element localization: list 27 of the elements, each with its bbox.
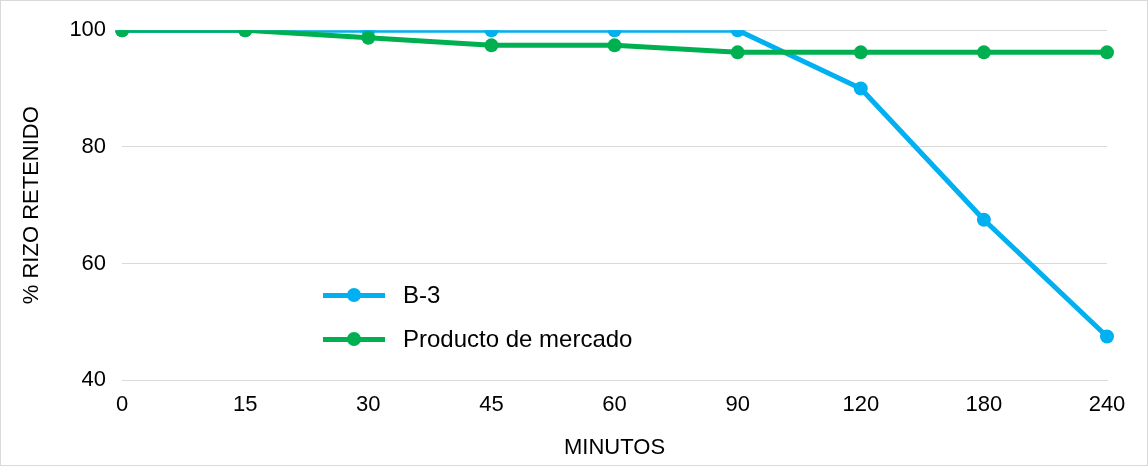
point — [607, 38, 622, 53]
legend-label: Producto de mercado — [403, 325, 633, 353]
y-tick-label: 100 — [69, 16, 107, 42]
y-tick-label: 80 — [81, 132, 107, 158]
x-tick-label: 120 — [842, 391, 880, 417]
x-tick-label: 60 — [602, 391, 627, 417]
x-tick-label: 180 — [965, 391, 1003, 417]
x-tick-label: 15 — [232, 391, 258, 417]
x-tick-label: 240 — [1088, 391, 1126, 417]
y-axis-title: % RIZO RETENIDO — [18, 106, 44, 305]
x-tick-label: 0 — [115, 391, 129, 417]
point — [976, 45, 991, 60]
legend-label: B-3 — [403, 281, 441, 309]
point — [853, 45, 868, 60]
point — [730, 45, 745, 60]
point — [976, 212, 991, 227]
point — [1100, 329, 1114, 344]
point — [1100, 45, 1114, 60]
point — [361, 30, 376, 45]
x-tick-label: 45 — [479, 391, 504, 417]
x-tick-label: 30 — [356, 391, 381, 417]
y-tick-label: 60 — [81, 249, 107, 275]
point — [853, 81, 868, 96]
y-tick-label: 40 — [81, 366, 107, 392]
x-axis-title: MINUTOS — [564, 433, 666, 459]
point — [484, 38, 499, 53]
x-tick-label: 90 — [725, 391, 750, 417]
